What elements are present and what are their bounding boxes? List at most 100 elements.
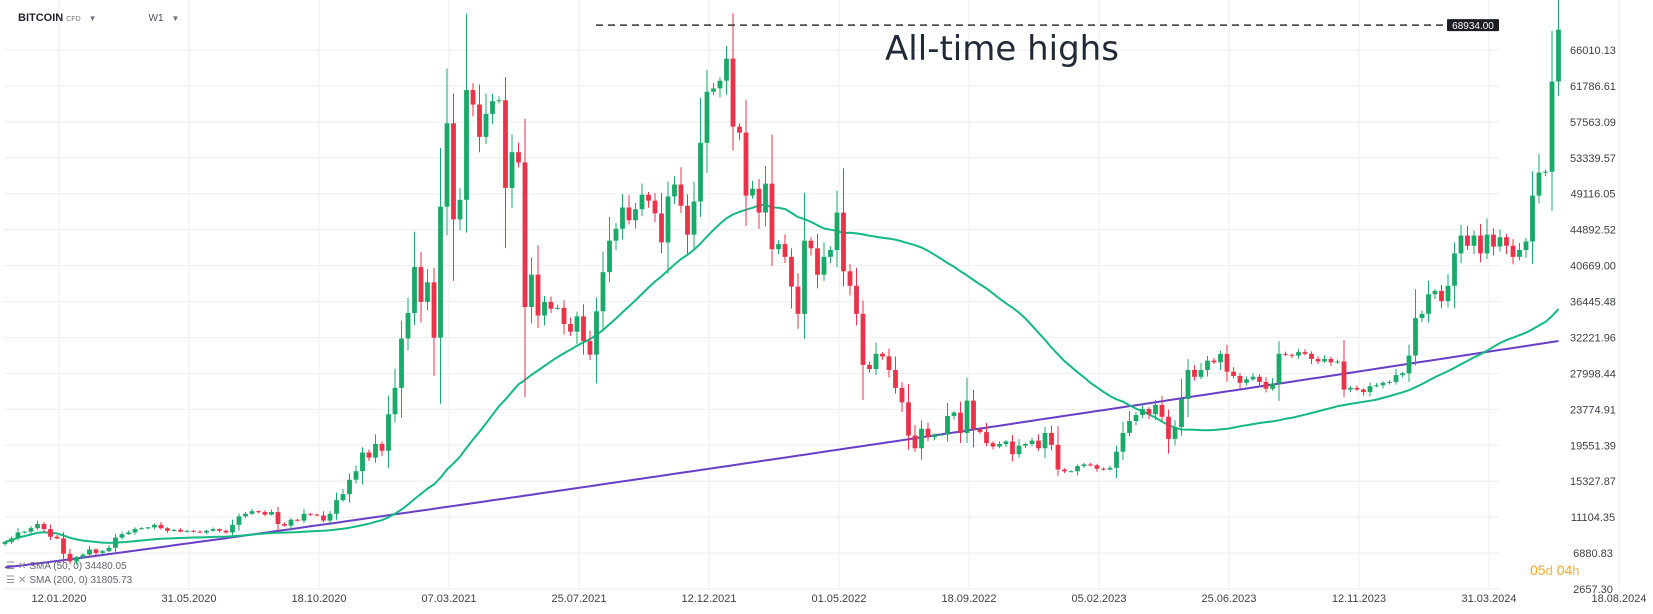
candle-body — [1270, 383, 1275, 389]
candle-body — [776, 244, 781, 250]
candle-body — [1127, 421, 1132, 433]
candle-body — [152, 524, 157, 528]
candle-body — [958, 412, 963, 433]
candle-body — [119, 534, 125, 538]
candle-body — [1081, 464, 1087, 467]
indicator-remove-icon[interactable]: ✕ — [17, 561, 27, 572]
candle-body — [542, 301, 547, 316]
candle-body — [620, 207, 625, 229]
candle-body — [301, 513, 307, 521]
candle-body — [334, 500, 339, 514]
candle-body — [314, 514, 320, 516]
candle-body — [230, 524, 235, 533]
candle-body — [1244, 379, 1249, 383]
candle-body — [535, 274, 541, 316]
time-axis[interactable]: 12.01.2020 31.05.2020 18.10.2020 07.03.2021… — [31, 593, 1646, 605]
candle-body — [438, 206, 443, 338]
candle-body — [1367, 386, 1373, 393]
price-tick-label: 57563.09 — [1570, 117, 1616, 129]
candle-body — [9, 538, 14, 542]
candle-body — [613, 228, 619, 241]
candle-body — [1107, 467, 1113, 470]
candle-body — [639, 194, 645, 210]
date-tick-label: 07.03.2021 — [421, 593, 476, 605]
price-tick-label: 44892.52 — [1570, 225, 1616, 237]
indicator-remove-icon[interactable]: ✕ — [17, 575, 27, 586]
candle-body — [568, 324, 573, 332]
candle-body — [451, 123, 456, 220]
instrument-type-badge: CFD — [66, 15, 81, 23]
candle-body — [1432, 290, 1438, 295]
candle-body — [841, 212, 846, 272]
ath-price-label: 68934.00 — [1452, 21, 1494, 32]
candles-layer — [2, 0, 1561, 565]
candle-body — [1335, 361, 1340, 363]
candle-body — [711, 88, 716, 92]
candle-body — [1179, 398, 1184, 427]
candle-body — [360, 452, 365, 472]
candle-body — [1159, 404, 1165, 417]
candle-body — [353, 471, 359, 480]
candle-body — [672, 184, 677, 197]
candle-body — [1257, 376, 1262, 382]
candle-body — [704, 91, 710, 143]
sma-50-layer — [4, 203, 1560, 544]
candle-body — [938, 434, 944, 436]
candle-body — [945, 415, 950, 435]
timeframe-label[interactable]: W1 — [148, 12, 164, 24]
candle-body — [893, 369, 898, 388]
symbol-dropdown-icon[interactable]: ▼ — [88, 13, 97, 23]
candle-body — [581, 316, 586, 342]
sma-200-line — [4, 340, 1559, 569]
date-tick-label: 18.08.2024 — [1591, 593, 1646, 605]
price-axis[interactable]: 66010.13 61786.61 57563.09 53339.57 49116.05… — [1570, 45, 1616, 596]
date-tick-label: 31.03.2024 — [1461, 593, 1516, 605]
candle-body — [470, 90, 476, 105]
candle-body — [516, 152, 521, 163]
candle-body — [1530, 195, 1535, 242]
candle-body — [490, 101, 495, 114]
price-tick-label: 49116.05 — [1570, 189, 1615, 201]
candle-body — [171, 529, 177, 531]
candle-body — [555, 307, 560, 309]
candle-body — [1283, 353, 1288, 355]
candle-body — [1400, 373, 1405, 376]
symbol-label[interactable]: BITCOIN — [18, 12, 64, 24]
indicator-settings-icon[interactable]: ☰ — [6, 575, 15, 586]
candle-body — [275, 512, 281, 524]
candle-body — [886, 356, 892, 370]
candle-body — [1374, 385, 1379, 387]
candle-body — [1458, 235, 1464, 254]
candle-body — [951, 412, 957, 416]
candle-body — [873, 353, 879, 370]
indicator-sma50-label: SMA (50, 0) 34480.05 — [29, 561, 127, 572]
indicator-settings-icon[interactable]: ☰ — [6, 561, 15, 572]
candle-body — [919, 428, 924, 449]
candle-body — [1315, 358, 1321, 362]
candle-body — [665, 196, 671, 243]
candle-body — [1556, 29, 1561, 82]
date-tick-label: 25.06.2023 — [1201, 593, 1256, 605]
candle-body — [197, 531, 203, 533]
candle-body — [61, 538, 66, 554]
candle-body — [815, 248, 820, 275]
candle-body — [899, 387, 905, 403]
price-tick-label: 36445.48 — [1570, 297, 1616, 309]
candle-body — [483, 113, 489, 137]
candle-body — [1146, 409, 1152, 415]
candle-body — [1387, 381, 1392, 383]
candle-body — [756, 188, 762, 213]
candle-body — [685, 205, 690, 235]
candle-body — [1036, 440, 1041, 449]
candle-body — [548, 301, 554, 309]
candle-body — [1088, 464, 1093, 466]
price-tick-label: 19551.39 — [1570, 440, 1616, 452]
candle-body — [1361, 389, 1366, 393]
candle-body — [594, 311, 599, 355]
timeframe-dropdown-icon[interactable]: ▼ — [171, 13, 180, 23]
candle-body — [1510, 245, 1516, 257]
candle-body — [1328, 358, 1334, 363]
candle-body — [1062, 469, 1067, 472]
candle-body — [418, 267, 424, 302]
